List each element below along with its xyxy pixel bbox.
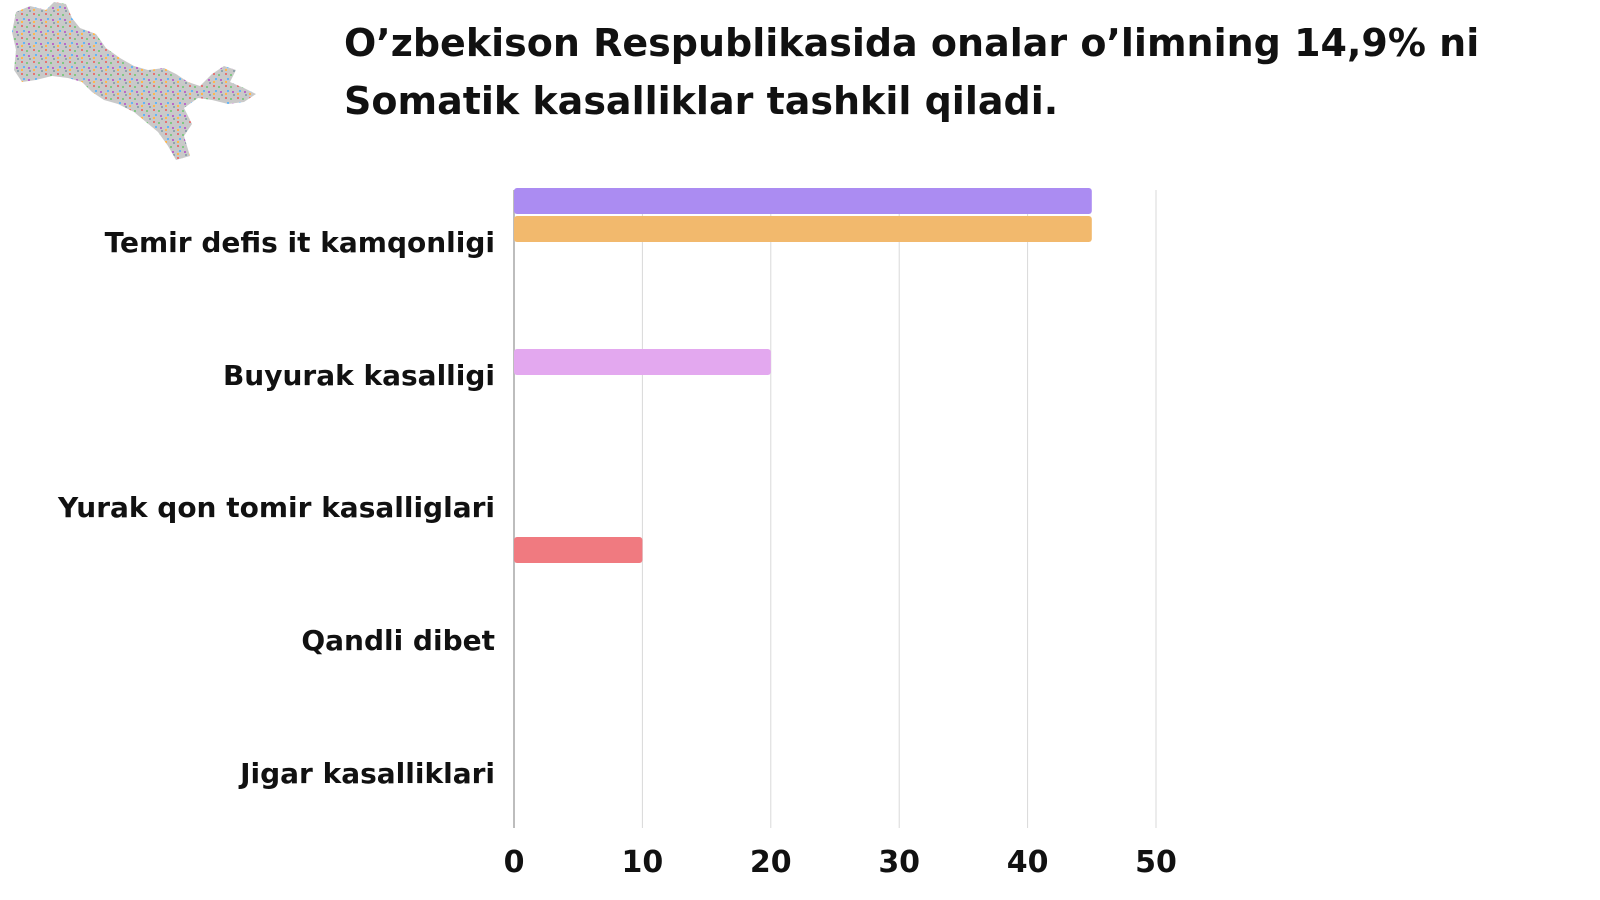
chart-grid [513,190,1157,828]
category-label-0: Temir defis it kamqonligi [105,226,495,259]
chart-title-line-2: Somatik kasalliklar tashkil qiladi. [344,79,1059,123]
bar-0 [514,188,1092,214]
chart-bars [514,188,1092,563]
chart-title-line-1: O’zbekison Respublikasida onalar o’limni… [344,21,1480,65]
bar-1 [514,216,1092,242]
x-tick-label-40: 40 [1007,845,1049,880]
x-tick-label-20: 20 [750,845,792,880]
x-axis-ticks: 0 10 20 30 40 50 [504,845,1177,880]
x-tick-label-30: 30 [878,845,920,880]
category-label-2: Yurak qon tomir kasalliglari [57,491,495,524]
uzbekistan-map-icon [12,2,256,160]
category-label-1: Buyurak kasalligi [223,359,495,392]
category-label-4: Jigar kasalliklari [238,757,495,790]
category-label-3: Qandli dibet [301,624,495,657]
x-tick-label-10: 10 [622,845,664,880]
bar-2 [514,349,771,375]
category-labels: Temir defis it kamqonligi Buyurak kasalli… [57,226,495,790]
bar-3 [514,537,643,563]
chart-title: O’zbekison Respublikasida onalar o’limni… [344,14,1524,130]
x-tick-label-50: 50 [1135,845,1177,880]
x-tick-label-0: 0 [504,845,525,880]
